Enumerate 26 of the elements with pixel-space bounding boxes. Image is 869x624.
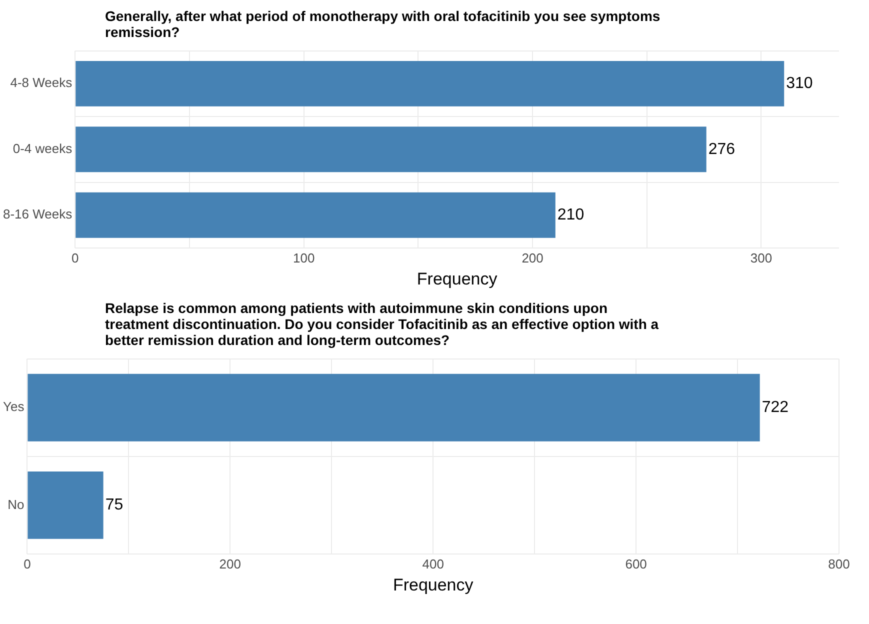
x-tick-label: 600 [625, 556, 647, 572]
data-label: 276 [708, 140, 736, 158]
x-tick-label: 0 [72, 250, 79, 266]
y-tick-label: 4-8 Weeks [10, 75, 73, 90]
bar [76, 126, 706, 172]
chart-title: Generally, after what period of monotherapy with oral tofacitinib you see symptoms remission? [105, 7, 662, 40]
x-tick-label: 0 [24, 556, 31, 572]
bar [76, 60, 784, 106]
y-tick-label: 8-16 Weeks [2, 206, 73, 222]
y-tick-label: 0-4 weeks [12, 140, 73, 156]
x-tick-label: 300 [750, 250, 772, 266]
data-label: 210 [557, 206, 584, 224]
y-tick-label: No [8, 496, 24, 512]
x-tick-label: 400 [422, 556, 444, 572]
data-label: 75 [105, 496, 124, 514]
x-tick-label: 800 [828, 556, 850, 572]
x-axis-title: Frequency [392, 575, 474, 594]
x-tick-label: 200 [219, 556, 242, 572]
data-label: 722 [762, 399, 789, 416]
y-tick-label: Yes [2, 399, 25, 414]
chart-title: Relapse is common among patients with autoimmune skin conditions upon treatment discontinuation. Do you consider Tofacitinib as an effective option with a better remission duration and long-term outcomes? [105, 299, 660, 348]
data-label: 310 [786, 75, 813, 92]
x-tick-label: 100 [292, 250, 315, 266]
bar [76, 192, 556, 238]
x-axis-title: Frequency [416, 269, 498, 288]
x-tick-label: 200 [522, 250, 544, 266]
